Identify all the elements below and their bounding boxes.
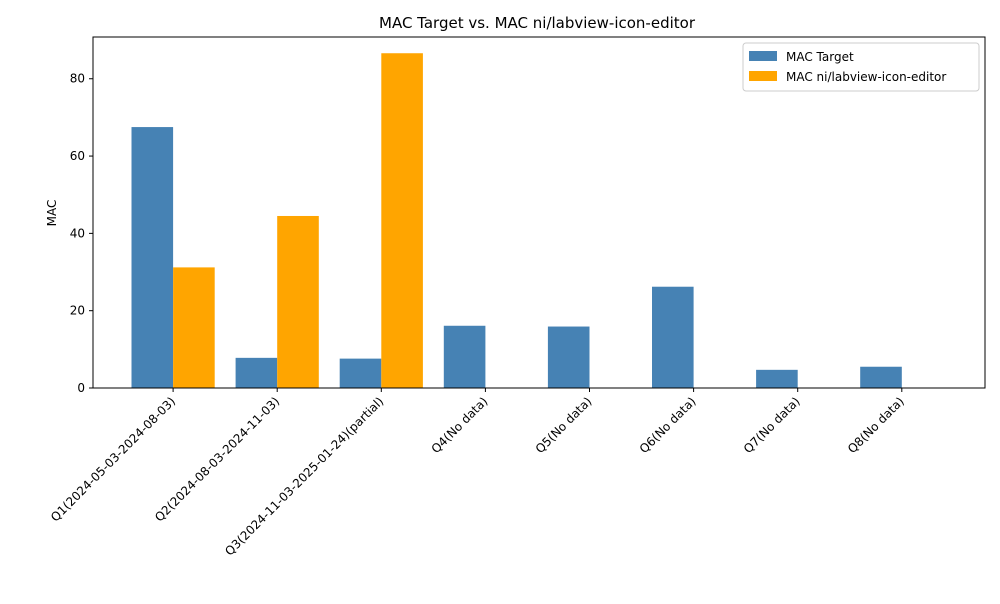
bar-mac-target-2 xyxy=(235,357,278,388)
bar-mac-target-1 xyxy=(131,127,174,388)
y-tick-label: 60 xyxy=(70,149,85,163)
y-axis-label: MAC xyxy=(45,200,59,227)
bar-mac-repo-2 xyxy=(277,215,319,388)
bars-layer xyxy=(131,53,902,388)
y-tick-label: 20 xyxy=(70,304,85,318)
x-tick-label: Q1(2024-05-03-2024-08-03) xyxy=(48,394,178,524)
x-tick-label: Q8(No data) xyxy=(845,394,907,456)
plot-frame xyxy=(92,36,986,389)
bar-mac-target-6 xyxy=(652,286,694,388)
legend-swatch xyxy=(749,51,777,61)
bar-mac-target-3 xyxy=(339,358,382,388)
chart-title: MAC Target vs. MAC ni/labview-icon-edito… xyxy=(379,14,696,32)
bar-mac-target-4 xyxy=(443,325,486,388)
bar-mac-target-5 xyxy=(547,326,590,388)
legend: MAC Target MAC ni/labview-icon-editor xyxy=(742,42,980,92)
x-tick-label: Q2(2024-08-03-2024-11-03) xyxy=(152,394,282,524)
bar-mac-repo-1 xyxy=(173,267,215,388)
bar-mac-repo-3 xyxy=(381,53,423,388)
legend-label: MAC Target xyxy=(786,50,854,64)
x-tick-label: Q6(No data) xyxy=(637,394,699,456)
legend-box xyxy=(742,42,980,92)
bar-mac-target-8 xyxy=(860,366,902,388)
x-tick-label: Q5(No data) xyxy=(533,394,595,456)
x-tick-label: Q4(No data) xyxy=(429,394,491,456)
bar-mac-target-7 xyxy=(756,369,798,388)
x-tick-label: Q7(No data) xyxy=(741,394,803,456)
y-tick-label: 40 xyxy=(70,226,85,240)
y-tick-label: 80 xyxy=(70,72,85,86)
legend-label: MAC ni/labview-icon-editor xyxy=(786,70,946,84)
legend-swatch xyxy=(749,71,777,81)
y-tick-label: 0 xyxy=(77,381,85,395)
